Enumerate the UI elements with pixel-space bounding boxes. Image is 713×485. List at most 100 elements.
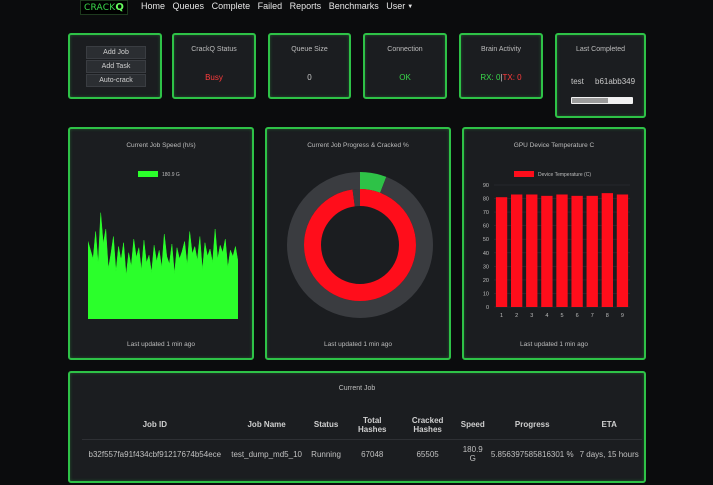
gpu-bar (526, 194, 538, 307)
current-job-card: Current Job Job ID Job Name Status Total… (68, 371, 646, 483)
auto-crack-button[interactable]: Auto-crack (86, 74, 146, 87)
gpu-bar-chart: 0 10 20 30 40 50 60 70 80 90 1 2 3 4 5 6 7 8 9 (483, 183, 630, 319)
speed-chart-plot (88, 212, 238, 319)
progress-chart-title: Current Job Progress & Cracked % (307, 142, 409, 149)
col-job-id: Job ID (82, 411, 228, 440)
gpu-bar (495, 197, 508, 307)
add-job-button[interactable]: Add Job (86, 46, 146, 59)
col-eta: ETA (576, 411, 642, 440)
gpu-ytick-label: 0 (486, 305, 489, 311)
caret-down-icon: ▼ (407, 4, 414, 10)
queue-size-title: Queue Size (291, 46, 328, 53)
col-job-name: Job Name (227, 411, 306, 440)
progress-ring-slice-1 (287, 172, 433, 318)
gpu-xtick-label: 1 (500, 313, 503, 319)
connection-value: OK (399, 73, 411, 82)
current-job-title: Current Job (338, 385, 376, 392)
gpu-ytick-label: 40 (483, 251, 489, 257)
cell-job-id: b32f557fa91f434cbf91217674b54ece (88, 449, 222, 459)
nav-failed[interactable]: Failed (257, 1, 283, 11)
gpu-legend-swatch (514, 171, 534, 177)
action-buttons: Add Job Add Task Auto-crack (86, 46, 146, 88)
gpu-chart-title: GPU Device Temperature C (513, 142, 595, 149)
col-cracked-hashes: Cracked Hashes (397, 411, 458, 440)
nav-home[interactable]: Home (141, 1, 166, 11)
queue-size-value: 0 (307, 73, 312, 82)
gpu-xtick-label: 2 (515, 313, 518, 319)
cracked-ring-slice-0 (304, 189, 416, 301)
cell-status: Running (311, 449, 341, 459)
cell-progress: 5.856397585816301 % (490, 449, 574, 459)
progress-chart-card: Current Job Progress & Cracked % Last up… (265, 127, 451, 360)
speed-legend-swatch (138, 171, 158, 177)
gpu-ytick-label: 60 (483, 224, 489, 230)
nav-reports[interactable]: Reports (289, 1, 322, 11)
speed-chart-title: Current Job Speed (h/s) (126, 142, 196, 149)
nav-benchmarks[interactable]: Benchmarks (328, 1, 379, 11)
gpu-bar (556, 194, 568, 307)
gpu-bar (586, 195, 598, 307)
col-progress: Progress (488, 411, 577, 440)
last-completed-card: Last Completed test b61abb349 (555, 33, 646, 118)
gpu-bar (541, 195, 553, 307)
brand-logo[interactable]: CRACKQ (80, 0, 128, 15)
last-completed-title: Last Completed (575, 46, 626, 53)
gpu-xtick-label: 9 (621, 313, 624, 319)
gpu-ytick-label: 10 (483, 291, 489, 297)
table-row[interactable]: b32f557fa91f434cbf91217674b54ece test_du… (82, 439, 642, 469)
nav-user[interactable]: User ▼ (386, 1, 418, 11)
cell-job-name: test_dump_md5_10 (231, 449, 302, 459)
col-status: Status (305, 411, 347, 440)
gpu-ytick-label: 70 (483, 210, 489, 216)
cracked-ring-slice-1 (304, 189, 416, 301)
cell-eta: 7 days, 15 hours (579, 449, 639, 459)
nav-menu: Home Queues Complete Failed Reports Benc… (141, 1, 423, 11)
last-completed-hash: b61abb349 (595, 77, 636, 86)
speed-area (88, 212, 238, 319)
gpu-xtick-label: 8 (606, 313, 609, 319)
brain-activity-value: RX: 0|TX: 0 (461, 73, 541, 82)
crackq-status-card: CrackQ Status Busy (172, 33, 256, 99)
col-speed: Speed (457, 411, 489, 440)
add-task-button[interactable]: Add Task (86, 60, 146, 73)
queue-size-card: Queue Size 0 (268, 33, 351, 99)
gpu-chart-updated: Last updated 1 min ago (520, 341, 588, 348)
connection-card: Connection OK (363, 33, 447, 99)
crackq-status-title: CrackQ Status (191, 46, 237, 53)
brain-activity-title: Brain Activity (480, 46, 522, 53)
gpu-xtick-label: 3 (530, 313, 533, 319)
job-table-header-row: Job ID Job Name Status Total Hashes Crac… (82, 411, 642, 440)
cell-total-hashes: 67048 (361, 449, 384, 459)
last-completed-name: test (571, 77, 584, 86)
gpu-ytick-label: 30 (483, 264, 489, 270)
nav-user-label: User (386, 1, 406, 11)
speed-chart-card: Current Job Speed (h/s) 180.9 G Last upd… (68, 127, 254, 360)
nav-complete[interactable]: Complete (211, 1, 251, 11)
navbar: CRACKQ Home Queues Complete Failed Repor… (0, 0, 713, 18)
brain-rx: RX: 0 (480, 73, 501, 82)
brain-separator: | (500, 73, 503, 82)
last-completed-progress-bar (571, 97, 633, 104)
current-job-table: Job ID Job Name Status Total Hashes Crac… (82, 411, 642, 469)
gpu-ytick-label: 80 (483, 197, 489, 203)
gpu-bar (601, 193, 613, 307)
gpu-legend-label: Device Temperature (C) (538, 172, 591, 178)
gpu-ytick-label: 90 (483, 183, 489, 189)
last-completed-progress-fill (572, 98, 608, 103)
col-total-hashes: Total Hashes (346, 411, 398, 440)
gpu-bar (616, 194, 629, 307)
brain-activity-card: Brain Activity RX: 0|TX: 0 (459, 33, 543, 99)
nav-queues[interactable]: Queues (172, 1, 205, 11)
gpu-xtick-label: 4 (545, 313, 548, 319)
gpu-xtick-label: 7 (591, 313, 594, 319)
progress-donut-chart (287, 172, 433, 318)
brain-tx: TX: 0 (502, 73, 522, 82)
gpu-ytick-label: 50 (483, 237, 489, 243)
gpu-bar (571, 195, 583, 307)
speed-legend-label: 180.9 G (162, 172, 180, 178)
cell-cracked-hashes: 65505 (416, 449, 439, 459)
gpu-xtick-label: 6 (576, 313, 579, 319)
speed-legend: 180.9 G (138, 171, 180, 178)
gpu-ytick-label: 20 (483, 278, 489, 284)
gpu-legend: Device Temperature (C) (514, 171, 591, 178)
